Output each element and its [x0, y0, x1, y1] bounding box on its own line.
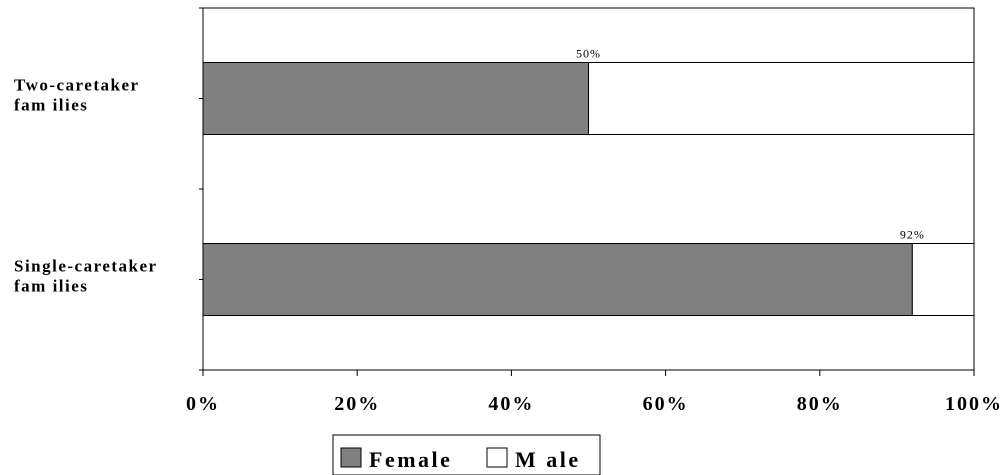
category-label-1-line-0: Single-caretaker: [14, 257, 158, 276]
legend-label-female: Female: [369, 447, 452, 472]
x-tick-label-1: 20%: [334, 393, 380, 415]
data-label-0: 50%: [576, 47, 601, 61]
category-label-0-line-0: Two-caretaker: [14, 76, 140, 95]
x-tick-label-3: 60%: [643, 393, 689, 415]
legend-box: [332, 434, 601, 475]
bar-male-1: [911, 243, 975, 316]
legend-swatch-female: [340, 447, 362, 468]
x-tick-label-5: 100%: [945, 393, 1003, 415]
legend-label-male: M ale: [515, 447, 581, 472]
category-label-0-line-1: fam ilies: [14, 96, 88, 115]
data-label-1: 92%: [900, 228, 925, 242]
x-tick-label-4: 80%: [797, 393, 843, 415]
x-tick-label-2: 40%: [488, 393, 534, 415]
bar-female-0: [202, 62, 589, 135]
x-tick-label-0: 0%: [186, 393, 220, 415]
bar-male-0: [588, 62, 975, 135]
category-label-1-line-1: fam ilies: [14, 277, 88, 296]
legend-swatch-male: [486, 447, 508, 468]
bar-female-1: [202, 243, 913, 316]
